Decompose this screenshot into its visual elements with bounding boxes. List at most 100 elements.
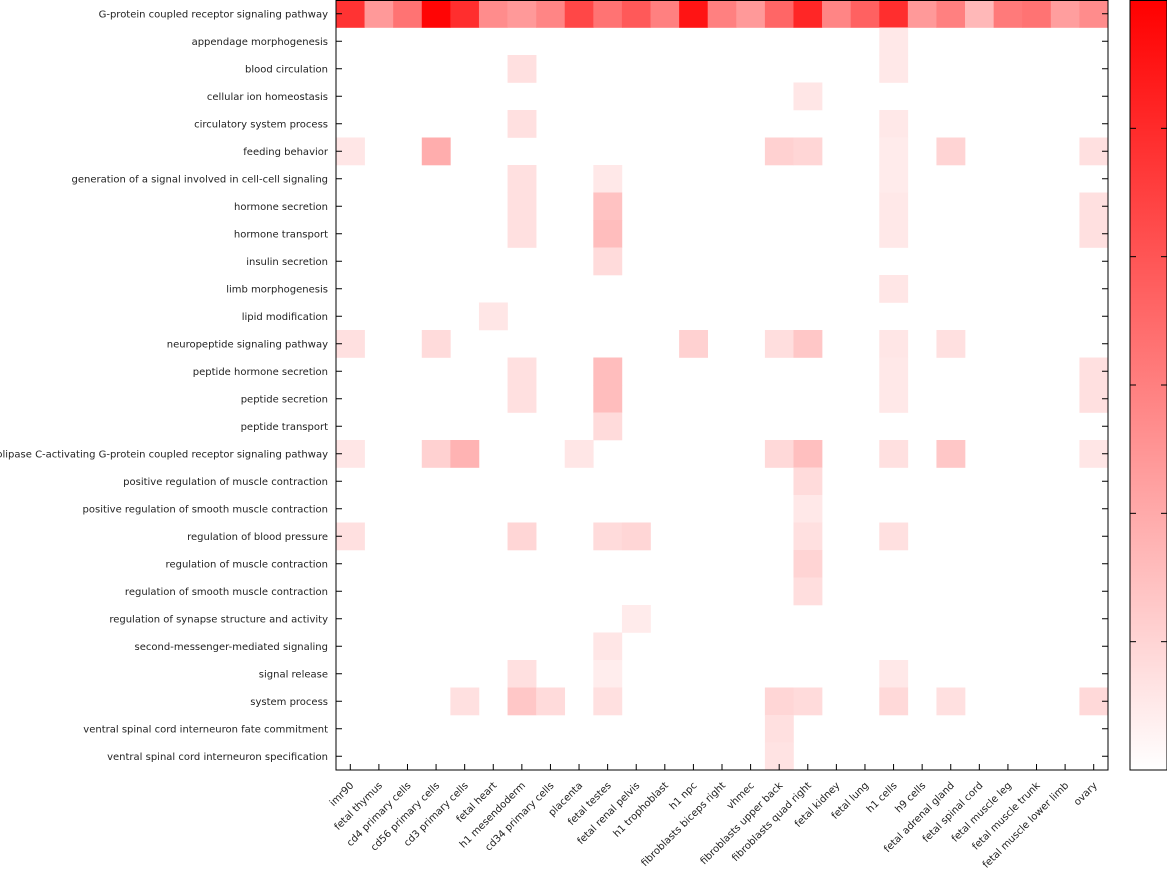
y-tick-label: regulation of synapse structure and acti… — [109, 614, 328, 625]
colorbar — [1129, 0, 1167, 771]
y-tick-label: hormone transport — [234, 229, 328, 240]
heatmap-cell-circulatory-system-process-h1-mesendoderm — [507, 110, 537, 138]
heatmap-cell-hormone-transport-fetal-testes — [593, 220, 623, 248]
heatmap-cell-regulation-of-synapse-structure-and-activity-fetal-renal-pelvis — [621, 605, 651, 633]
y-tick-label: neuropeptide signaling pathway — [167, 339, 328, 350]
heatmap-cell-hormone-transport-h1-cells — [879, 220, 909, 248]
y-tick-label: cellular ion homeostasis — [207, 92, 328, 103]
heatmap-cell-g-protein-coupled-receptor-signaling-pathway-h1-npc — [679, 0, 708, 28]
heatmap-cell-g-protein-coupled-receptor-signaling-pathway-fetal-muscle-leg — [993, 0, 1023, 28]
heatmap-cell-g-protein-coupled-receptor-signaling-pathway-fetal-kidney — [822, 0, 851, 28]
heatmap-cell-regulation-of-blood-pressure-fibroblasts-quad-right — [793, 522, 823, 551]
heatmap-cell-peptide-secretion-h1-mesendoderm — [507, 385, 537, 413]
heatmap-cell-generation-of-a-signal-involved-in-cell-cell-signaling-h1-cells — [879, 165, 909, 193]
heatmap-cell-system-process-h1-mesendoderm — [507, 687, 537, 716]
heatmap-cell-system-process-fibroblasts-upper-back — [764, 687, 794, 716]
y-tick-label: ventral spinal cord interneuron fate com… — [83, 724, 328, 735]
heatmap-cell-neuropeptide-signaling-pathway-h1-cells — [879, 330, 909, 358]
y-tick-label: generation of a signal involved in cell-… — [71, 174, 328, 185]
heatmap-cell-system-process-h1-cells — [879, 687, 909, 716]
heatmap-cell-lipid-modification-fetal-heart — [478, 302, 508, 331]
heatmap-cell-circulatory-system-process-h1-cells — [879, 110, 909, 138]
heatmap-cell-blood-circulation-h1-cells — [879, 55, 909, 83]
heatmap-cell-signal-release-h1-cells — [879, 660, 909, 688]
heatmap-cell-system-process-fibroblasts-quad-right — [793, 687, 823, 716]
heatmap-cell-g-protein-coupled-receptor-signaling-pathway-cd34-primary-cells — [536, 0, 566, 28]
y-tick-label: phospholipase C-activating G-protein cou… — [0, 449, 328, 460]
heatmap-cell-signal-release-h1-mesendoderm — [507, 660, 537, 688]
heatmap-cell-g-protein-coupled-receptor-signaling-pathway-cd56-primary-cells — [421, 0, 451, 28]
heatmap-cell-g-protein-coupled-receptor-signaling-pathway-fibroblasts-quad-right — [793, 0, 823, 28]
heatmap-cell-system-process-fetal-testes — [593, 687, 623, 716]
heatmap-cell-g-protein-coupled-receptor-signaling-pathway-h1-mesendoderm — [507, 0, 537, 28]
colorbar-ticks — [1130, 127, 1167, 643]
y-tick-label: regulation of blood pressure — [187, 532, 328, 543]
heatmap-cell-regulation-of-smooth-muscle-contraction-fibroblasts-quad-right — [793, 577, 823, 606]
heatmap-cell-g-protein-coupled-receptor-signaling-pathway-fibroblasts-biceps-right — [707, 0, 737, 28]
heatmap-cell-g-protein-coupled-receptor-signaling-pathway-fetal-adrenal-gland — [936, 0, 966, 28]
heatmap-cell-positive-regulation-of-smooth-muscle-contraction-fibroblasts-quad-right — [793, 495, 823, 523]
heatmap-cell-neuropeptide-signaling-pathway-h1-npc — [679, 330, 708, 358]
heatmap-cell-blood-circulation-h1-mesendoderm — [507, 55, 537, 83]
heatmap-cell-limb-morphogenesis-h1-cells — [879, 275, 909, 303]
y-tick-label: G-protein coupled receptor signaling pat… — [99, 9, 328, 20]
heatmap-cell-g-protein-coupled-receptor-signaling-pathway-fetal-heart — [478, 0, 508, 28]
y-tick-label: signal release — [259, 669, 328, 680]
heatmap-cell-phospholipase-c-activating-g-protein-coupled-receptor-signaling-pathway-cd56-primary-cells — [421, 440, 451, 468]
x-tick-label: h1 cells — [865, 780, 900, 815]
heatmap-cell-feeding-behavior-fetal-adrenal-gland — [936, 137, 966, 166]
heatmap-cell-g-protein-coupled-receptor-signaling-pathway-fetal-testes — [593, 0, 623, 28]
y-tick-label: regulation of smooth muscle contraction — [125, 587, 328, 598]
heatmap-cell-second-messenger-mediated-signaling-fetal-testes — [593, 632, 623, 661]
heatmap-cell-hormone-secretion-h1-cells — [879, 192, 909, 221]
heatmap-cell-hormone-transport-h1-mesendoderm — [507, 220, 537, 248]
heatmap-cell-system-process-cd3-primary-cells — [450, 687, 480, 716]
x-tick-label: ovary — [1072, 780, 1100, 808]
heatmap-cell-g-protein-coupled-receptor-signaling-pathway-fetal-muscle-trunk — [1022, 0, 1052, 28]
y-tick-label: regulation of muscle contraction — [166, 559, 328, 570]
y-tick-label: insulin secretion — [246, 257, 328, 268]
plot-frame — [335, 0, 1109, 771]
heatmap-cell-neuropeptide-signaling-pathway-fibroblasts-upper-back — [764, 330, 794, 358]
y-tick-label: circulatory system process — [194, 119, 328, 130]
heatmap-cell-phospholipase-c-activating-g-protein-coupled-receptor-signaling-pathway-placenta — [564, 440, 594, 468]
heatmap-cell-g-protein-coupled-receptor-signaling-pathway-fetal-thymus — [364, 0, 394, 28]
heatmap-cell-g-protein-coupled-receptor-signaling-pathway-h1-trophoblast — [650, 0, 680, 28]
heatmap-cell-regulation-of-blood-pressure-h1-cells — [879, 522, 909, 551]
heatmap-cell-phospholipase-c-activating-g-protein-coupled-receptor-signaling-pathway-fetal-adrenal-gland — [936, 440, 966, 468]
heatmap-cell-phospholipase-c-activating-g-protein-coupled-receptor-signaling-pathway-h1-cells — [879, 440, 909, 468]
heatmap-cell-feeding-behavior-h1-cells — [879, 137, 909, 166]
heatmap-cell-hormone-secretion-fetal-testes — [593, 192, 623, 221]
heatmap-cell-generation-of-a-signal-involved-in-cell-cell-signaling-h1-mesendoderm — [507, 165, 537, 193]
heatmap-cell-phospholipase-c-activating-g-protein-coupled-receptor-signaling-pathway-fibroblasts-upper-back — [764, 440, 794, 468]
heatmap-cell-g-protein-coupled-receptor-signaling-pathway-vhmec — [736, 0, 766, 28]
y-tick-label: feeding behavior — [243, 147, 329, 158]
heatmap-cell-phospholipase-c-activating-g-protein-coupled-receptor-signaling-pathway-fibroblasts-quad-right — [793, 440, 823, 468]
heatmap-cell-signal-release-fetal-testes — [593, 660, 623, 688]
heatmap-cell-neuropeptide-signaling-pathway-fetal-adrenal-gland — [936, 330, 966, 358]
heatmap-cell-g-protein-coupled-receptor-signaling-pathway-h9-cells — [907, 0, 937, 28]
heatmap-cell-regulation-of-blood-pressure-h1-mesendoderm — [507, 522, 537, 551]
heatmap-cell-g-protein-coupled-receptor-signaling-pathway-placenta — [564, 0, 594, 28]
heatmap-cell-insulin-secretion-fetal-testes — [593, 247, 623, 276]
heatmap-cell-system-process-fetal-adrenal-gland — [936, 687, 966, 716]
y-tick-label: positive regulation of smooth muscle con… — [83, 504, 328, 515]
y-tick-label: second-messenger-mediated signaling — [135, 642, 328, 653]
heatmap-cell-positive-regulation-of-muscle-contraction-fibroblasts-quad-right — [793, 467, 823, 496]
heatmap-cell-feeding-behavior-fibroblasts-upper-back — [764, 137, 794, 166]
heatmap-cell-peptide-secretion-fetal-testes — [593, 385, 623, 413]
x-tick-label: h1 trophoblast — [612, 780, 671, 839]
y-tick-label: ventral spinal cord interneuron specific… — [107, 752, 328, 763]
heatmap-cell-g-protein-coupled-receptor-signaling-pathway-h1-cells — [879, 0, 909, 28]
y-tick-label: limb morphogenesis — [226, 284, 328, 295]
y-tick-label: blood circulation — [245, 64, 328, 75]
heatmap-cell-g-protein-coupled-receptor-signaling-pathway-cd4-primary-cells — [393, 0, 423, 28]
heatmap-cell-g-protein-coupled-receptor-signaling-pathway-fetal-spinal-cord — [965, 0, 994, 28]
y-tick-label: lipid modification — [242, 312, 328, 323]
y-tick-label: system process — [250, 697, 328, 708]
y-tick-label: appendage morphogenesis — [192, 37, 328, 48]
y-tick-label: peptide secretion — [241, 394, 328, 405]
